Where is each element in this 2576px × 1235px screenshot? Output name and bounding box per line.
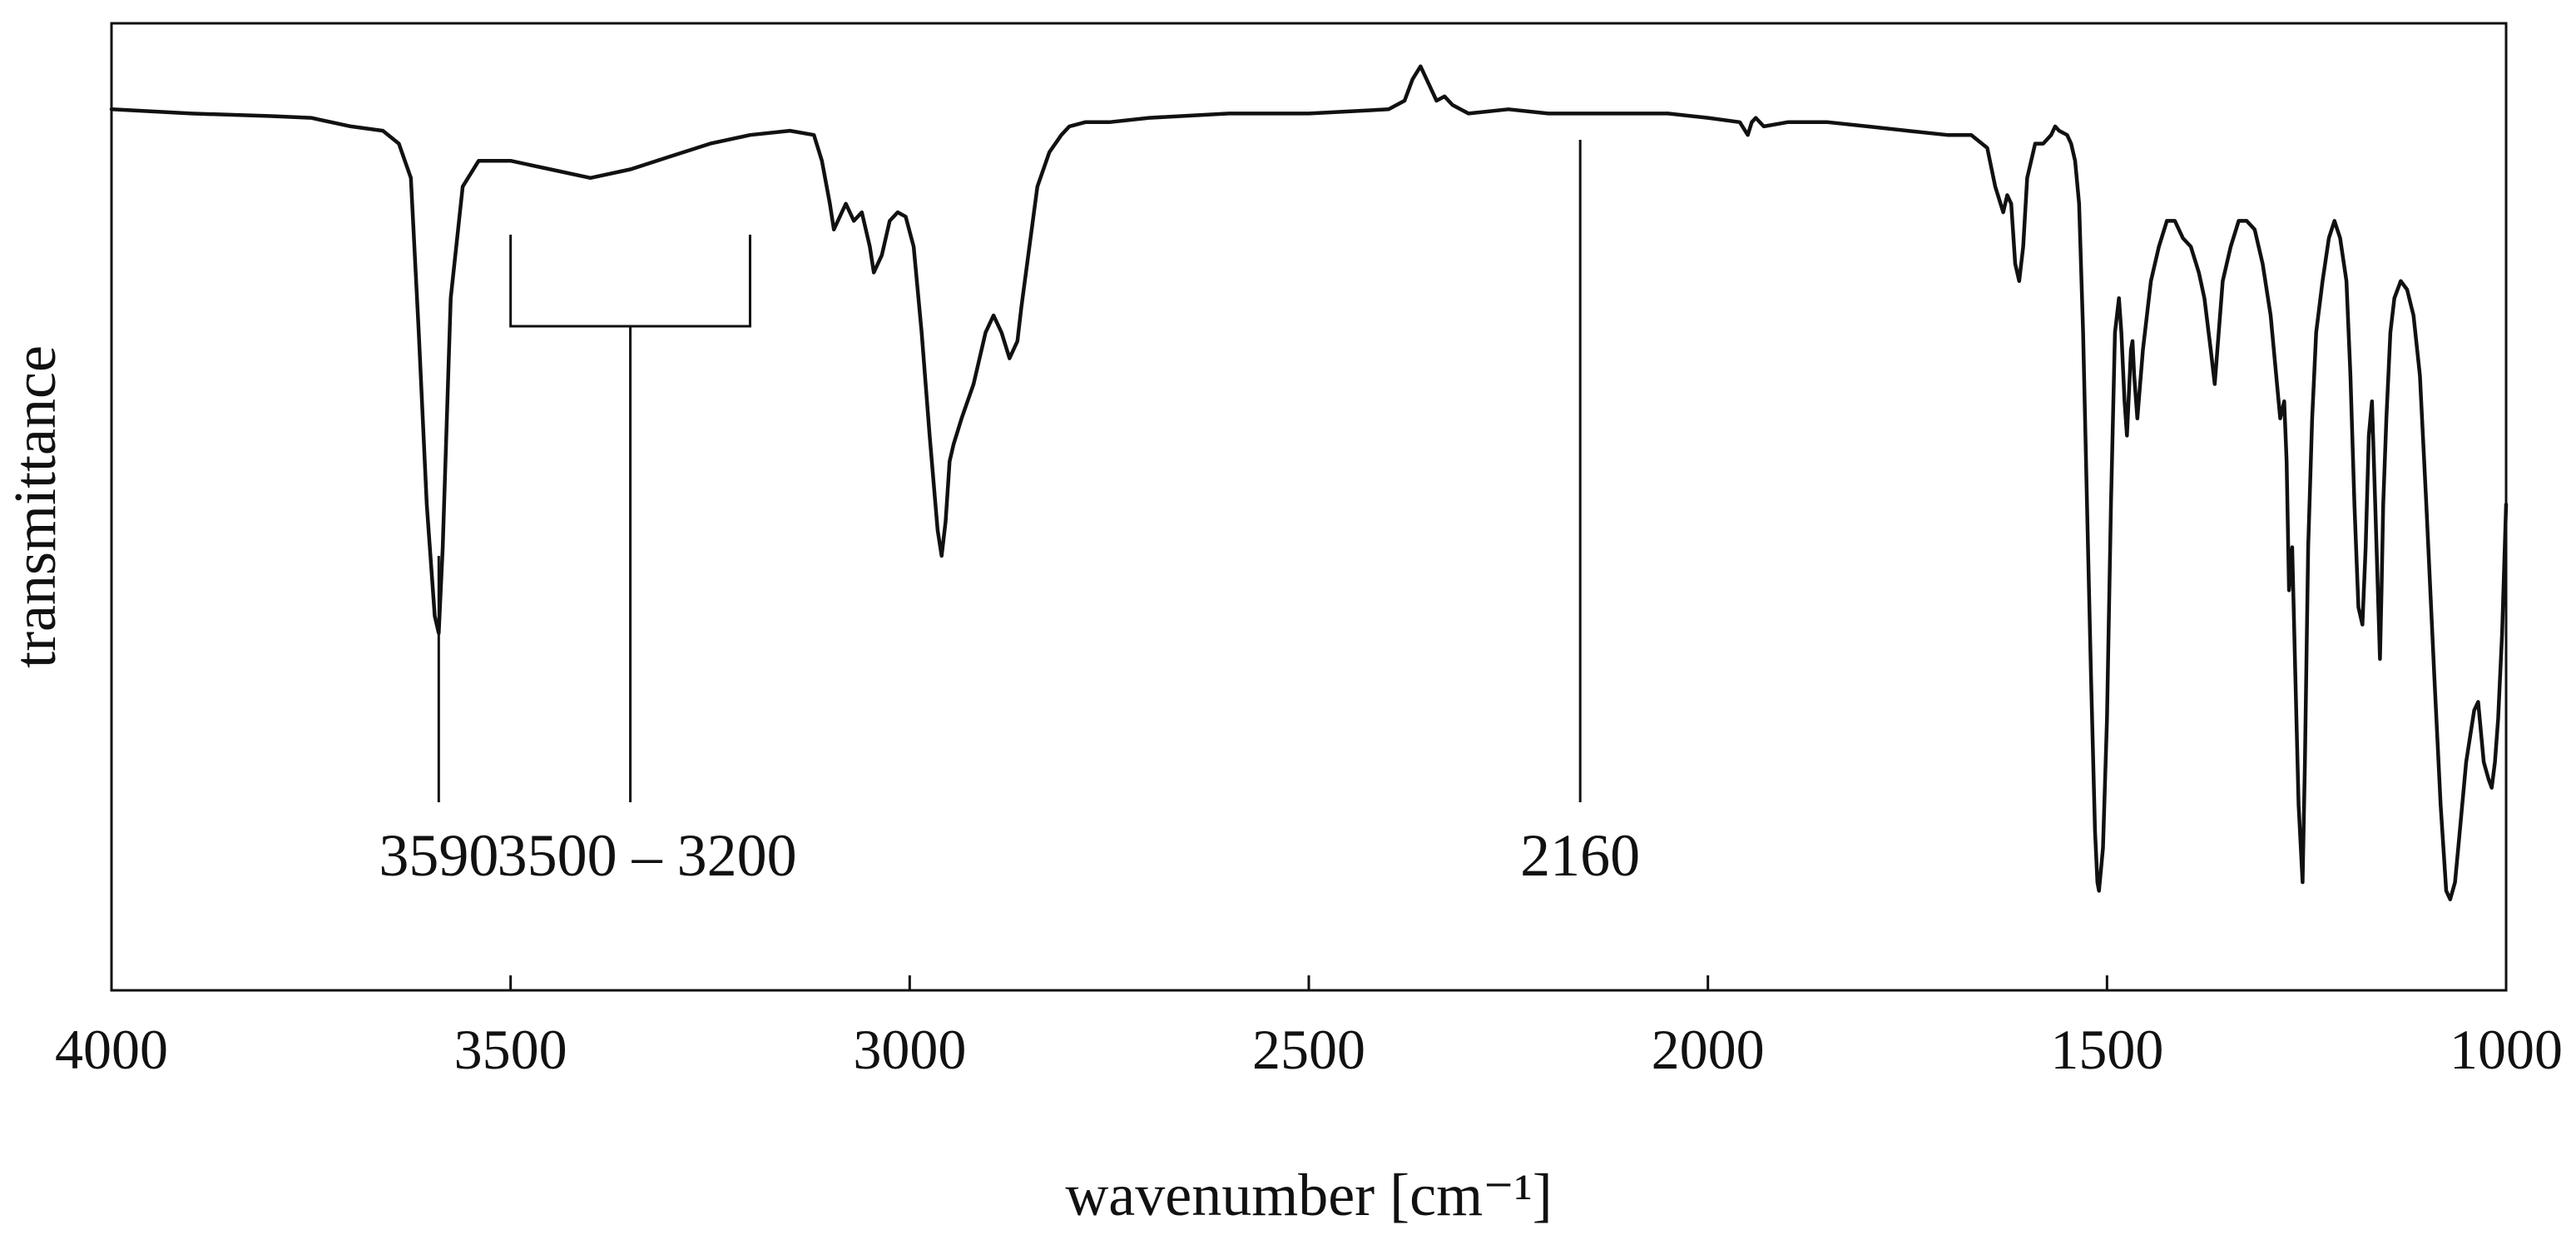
x-tick-label-1000: 1000 <box>2450 1018 2563 1081</box>
x-tick-label-2500: 2500 <box>1252 1018 1365 1081</box>
x-tick-label-4000: 4000 <box>55 1018 168 1081</box>
annotation-bracket <box>509 235 751 802</box>
x-axis-title: wavenumber [cm⁻¹] <box>1065 1162 1552 1228</box>
annotation-label-3590: 3590 <box>379 822 498 889</box>
annotation-label-2160: 2160 <box>1520 822 1640 889</box>
spectrum-line <box>109 64 2509 901</box>
x-tick-label-3500: 3500 <box>454 1018 567 1081</box>
x-tick-label-2000: 2000 <box>1652 1018 1765 1081</box>
annotation-label-range: 3500 – 3200 <box>498 822 797 889</box>
y-axis-title: transmittance <box>2 345 68 668</box>
x-tick-label-3000: 3000 <box>853 1018 966 1081</box>
x-axis-tick-labels: 4000 3500 3000 2500 2000 1500 1000 <box>55 1018 2563 1081</box>
x-tick-label-1500: 1500 <box>2050 1018 2163 1081</box>
x-axis-ticks <box>110 975 2508 990</box>
